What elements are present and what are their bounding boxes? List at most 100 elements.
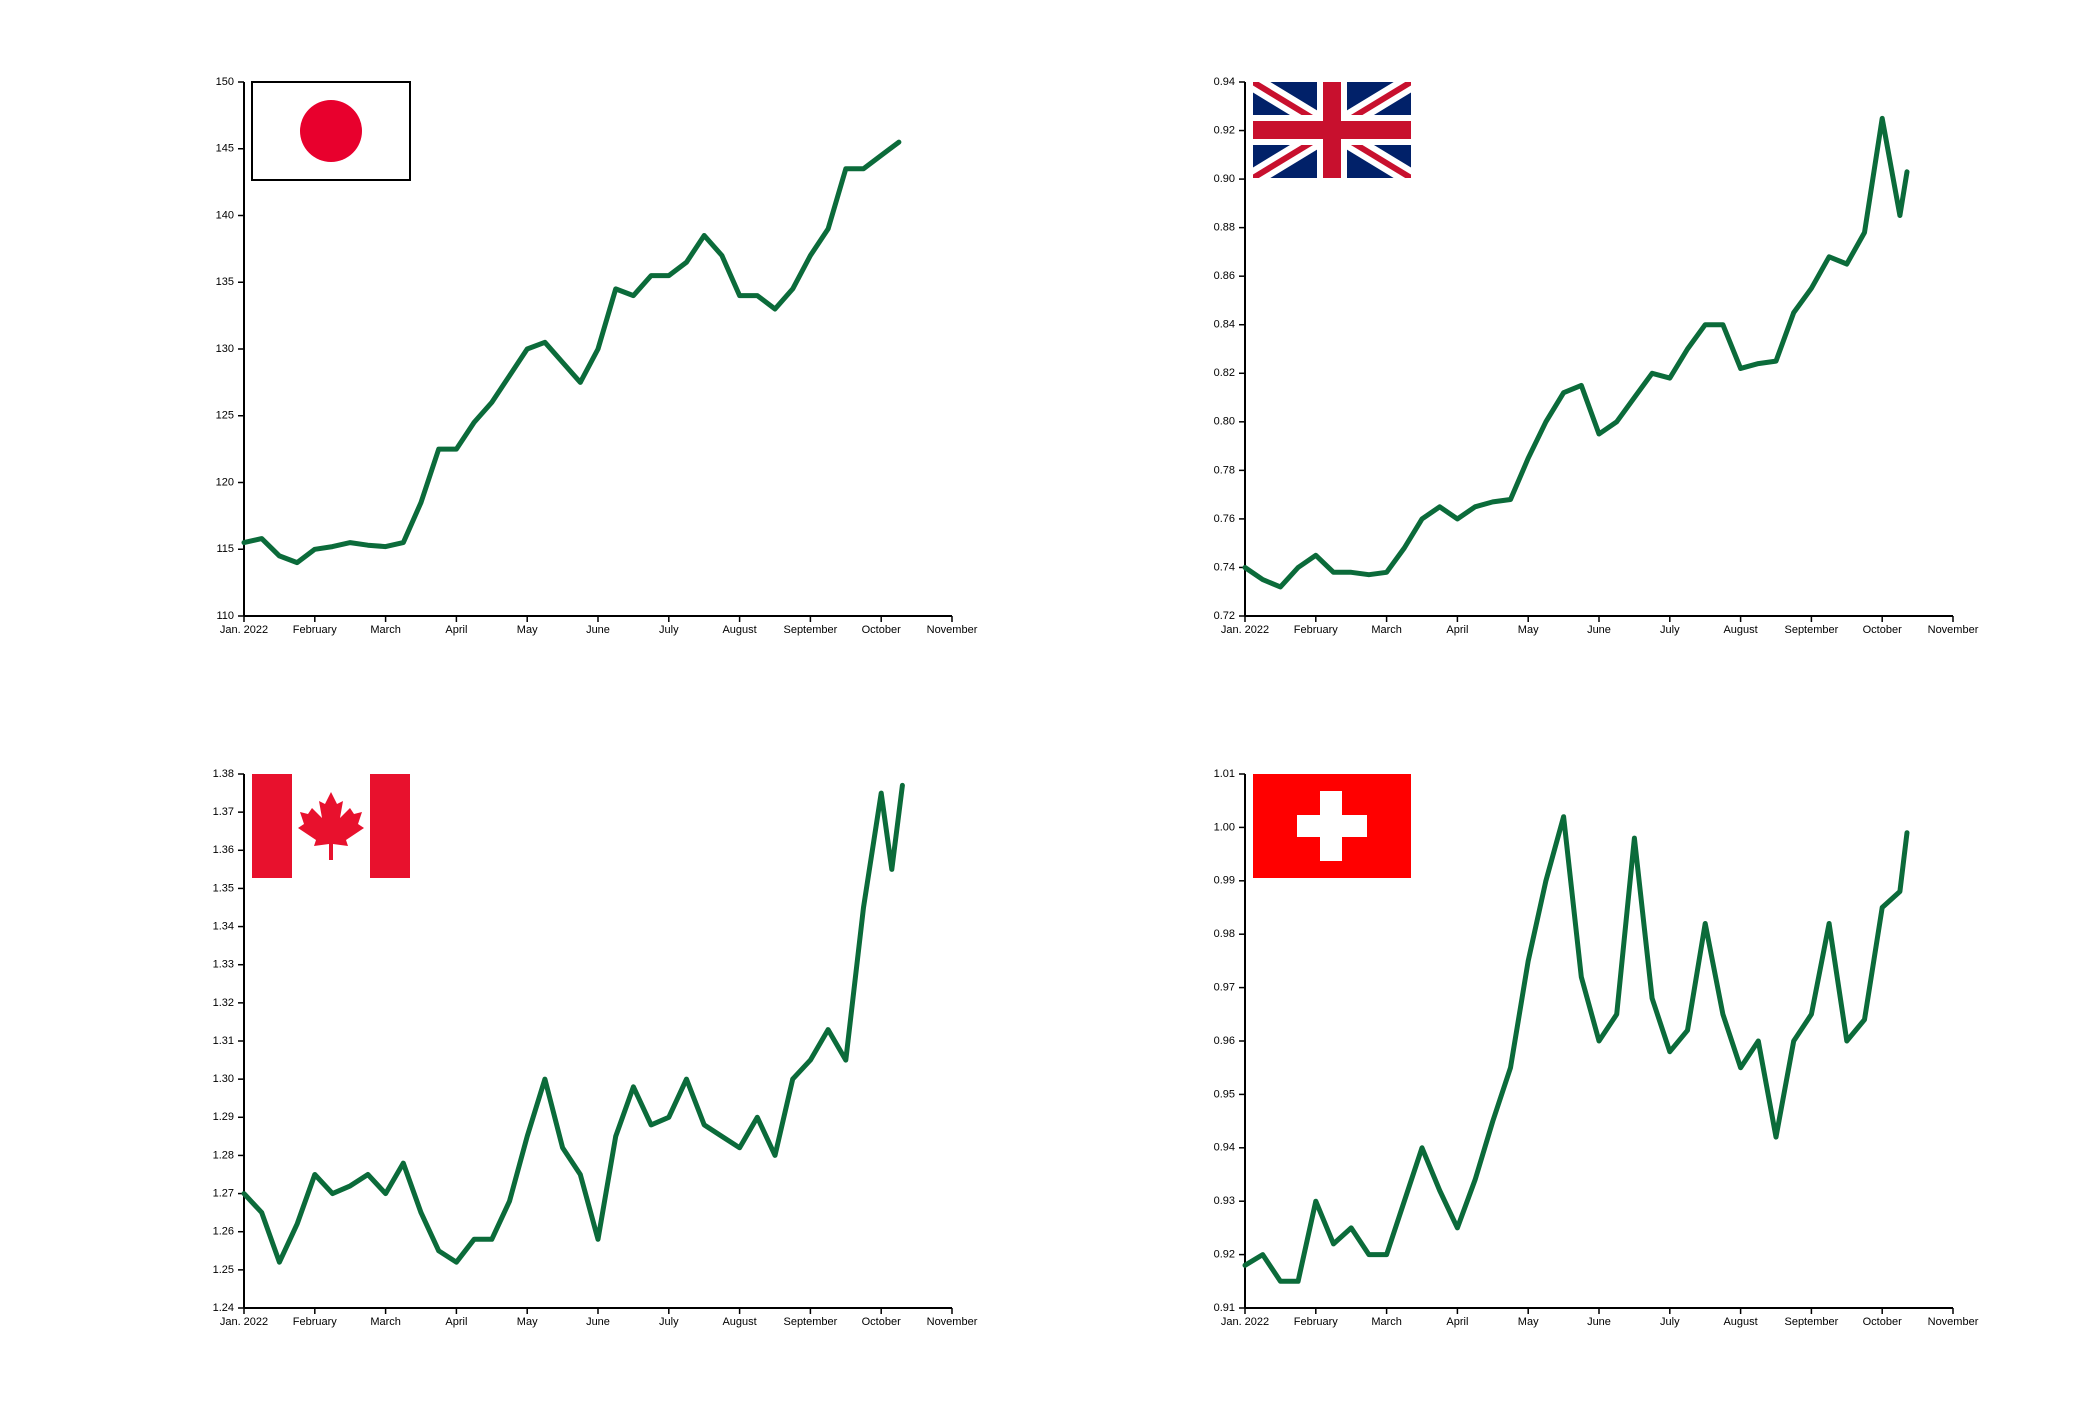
y-tick-label: 0.82: [1214, 367, 1235, 379]
y-tick-label: 1.27: [213, 1187, 234, 1199]
x-tick-label: April: [445, 1316, 467, 1328]
x-tick-label: October: [862, 1316, 901, 1328]
y-tick-label: 0.93: [1214, 1195, 1235, 1207]
y-tick-label: 1.38: [213, 768, 234, 780]
y-tick-label: 0.92: [1214, 1249, 1235, 1261]
y-tick-label: 0.95: [1214, 1088, 1235, 1100]
panel: 0.91 0.92 0.93 0.94 0.95 0.96 0.97 0.98 0.99 1.00…: [1214, 768, 1979, 1328]
y-tick-label: 1.31: [213, 1035, 234, 1047]
y-tick-label: 0.94: [1214, 76, 1235, 88]
x-tick-label: November: [1928, 1316, 1979, 1328]
y-tick-label: 1.34: [213, 920, 234, 932]
y-tick-label: 0.88: [1214, 222, 1235, 234]
x-tick-label: July: [1660, 1316, 1680, 1328]
x-tick-label: March: [1371, 624, 1402, 636]
x-tick-label: Jan. 2022: [1221, 624, 1269, 636]
y-tick-label: 1.26: [213, 1226, 234, 1238]
y-tick-label: 0.92: [1214, 124, 1235, 136]
y-tick-label: 0.72: [1214, 610, 1235, 622]
x-tick-label: September: [783, 624, 837, 636]
line: [1242, 814, 1910, 1284]
y-tick-label: 1.32: [213, 997, 234, 1009]
x-tick-label: May: [517, 624, 538, 636]
x-tick-label: August: [1723, 1316, 1757, 1328]
y-tick-label: 120: [216, 476, 234, 488]
x-tick-label: Jan. 2022: [220, 624, 268, 636]
flag-canada: [252, 774, 410, 878]
y-tick-label: 1.25: [213, 1264, 234, 1276]
x-tick-label: August: [1723, 624, 1757, 636]
y-tick-label: 0.94: [1214, 1142, 1235, 1154]
x-tick-label: Jan. 2022: [1221, 1316, 1269, 1328]
y-tick-label: 1.00: [1214, 821, 1235, 833]
x-tick-label: November: [1928, 624, 1979, 636]
y-tick-label: 0.78: [1214, 464, 1235, 476]
x-tick-label: February: [293, 1316, 338, 1328]
y-tick-label: 125: [216, 410, 234, 422]
x-tick-label: September: [1784, 624, 1838, 636]
x-tick-label: March: [1371, 1316, 1402, 1328]
y-tick-label: 1.28: [213, 1149, 234, 1161]
y-tick-label: 0.90: [1214, 173, 1235, 185]
x-tick-label: July: [1660, 624, 1680, 636]
y-tick-label: 0.84: [1214, 319, 1235, 331]
y-tick-label: 0.91: [1214, 1302, 1235, 1314]
y-tick-label: 1.37: [213, 806, 234, 818]
x-tick-label: June: [1587, 624, 1611, 636]
x-tick-label: October: [1863, 624, 1902, 636]
y-tick-label: 135: [216, 276, 234, 288]
x-tick-label: Jan. 2022: [220, 1316, 268, 1328]
x-tick-label: February: [293, 624, 338, 636]
line: [241, 139, 902, 566]
x-tick-label: October: [1863, 1316, 1902, 1328]
x-tick-label: September: [1784, 1316, 1838, 1328]
y-tick-label: 1.30: [213, 1073, 234, 1085]
y-tick-label: 1.33: [213, 959, 234, 971]
x-tick-label: March: [370, 1316, 401, 1328]
y-tick-label: 0.99: [1214, 875, 1235, 887]
line: [241, 782, 905, 1265]
x-tick-label: August: [722, 1316, 756, 1328]
y-tick-label: 0.97: [1214, 982, 1235, 994]
x-tick-label: November: [927, 1316, 978, 1328]
y-tick-label: 150: [216, 76, 234, 88]
y-tick-label: 1.24: [213, 1302, 234, 1314]
x-tick-label: April: [445, 624, 467, 636]
x-tick-label: October: [862, 624, 901, 636]
y-tick-label: 1.29: [213, 1111, 234, 1123]
y-tick-label: 110: [216, 610, 234, 622]
x-tick-label: May: [1518, 1316, 1539, 1328]
x-tick-label: June: [586, 1316, 610, 1328]
y-tick-label: 0.96: [1214, 1035, 1235, 1047]
y-tick-label: 145: [216, 143, 234, 155]
y-tick-label: 115: [216, 543, 234, 555]
x-tick-label: September: [783, 1316, 837, 1328]
x-tick-label: April: [1446, 624, 1468, 636]
y-tick-label: 0.98: [1214, 928, 1235, 940]
y-tick-label: 0.86: [1214, 270, 1235, 282]
x-tick-label: June: [1587, 1316, 1611, 1328]
x-tick-label: March: [370, 624, 401, 636]
panel: 110 115 120 125 130 135 140 145 150 Jan. 2022 Febr…: [216, 76, 978, 636]
x-tick-label: May: [1518, 624, 1539, 636]
x-tick-label: July: [659, 1316, 679, 1328]
x-tick-label: May: [517, 1316, 538, 1328]
y-tick-label: 0.74: [1214, 561, 1235, 573]
x-tick-label: April: [1446, 1316, 1468, 1328]
y-tick-label: 140: [216, 209, 234, 221]
x-tick-label: February: [1294, 1316, 1339, 1328]
y-tick-label: 0.80: [1214, 416, 1235, 428]
panel: 0.72 0.74 0.76 0.78 0.80 0.82 0.84 0.86 0.88 0.90…: [1214, 76, 1979, 636]
y-tick-label: 1.01: [1214, 768, 1235, 780]
flag-switzerland: [1253, 774, 1411, 878]
y-tick-label: 1.35: [213, 882, 234, 894]
flag-uk: [1253, 82, 1411, 178]
x-tick-label: July: [659, 624, 679, 636]
y-tick-label: 0.76: [1214, 513, 1235, 525]
line: [1242, 115, 1910, 590]
x-tick-label: August: [722, 624, 756, 636]
x-tick-label: June: [586, 624, 610, 636]
panel: 1.24 1.25 1.26 1.27 1.28 1.29 1.30 1.31 1.32 1.33…: [213, 768, 978, 1328]
